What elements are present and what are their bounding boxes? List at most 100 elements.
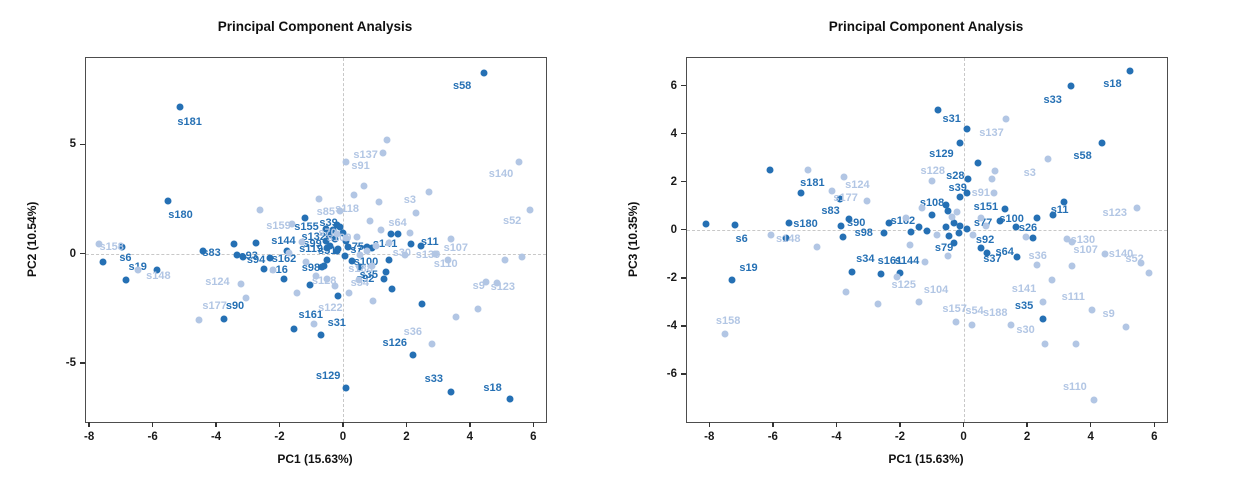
- data-point: [425, 188, 433, 196]
- data-point: [480, 69, 488, 77]
- point-label: s140: [488, 167, 514, 180]
- data-point: [1044, 155, 1052, 163]
- data-point: [323, 275, 331, 283]
- data-point: [915, 298, 923, 306]
- data-point: [387, 230, 395, 238]
- x-axis-tick: [405, 422, 408, 427]
- data-point: [363, 243, 371, 251]
- data-point: [301, 214, 309, 222]
- data-point: [323, 256, 331, 264]
- data-point: [1072, 340, 1080, 348]
- data-point: [342, 384, 350, 392]
- y-axis-tick: [681, 132, 686, 135]
- point-label: s91: [971, 186, 990, 199]
- x-tick-label: -6: [147, 431, 158, 443]
- data-point: [318, 263, 326, 271]
- data-point: [963, 125, 971, 133]
- data-point: [356, 251, 364, 259]
- data-point: [302, 258, 310, 266]
- data-point: [982, 222, 990, 230]
- x-tick-label: 6: [1151, 431, 1158, 443]
- data-point: [945, 232, 953, 240]
- x-tick-label: -6: [767, 431, 778, 443]
- data-point: [355, 276, 363, 284]
- data-point: [942, 201, 950, 209]
- point-label: s180: [168, 209, 193, 222]
- data-point: [1068, 238, 1076, 246]
- data-point: [385, 256, 393, 264]
- point-label: s58: [1073, 150, 1092, 163]
- data-point: [334, 292, 342, 300]
- data-point: [153, 266, 161, 274]
- data-point: [95, 240, 103, 248]
- data-point: [928, 177, 936, 185]
- data-point: [848, 268, 856, 276]
- data-point: [1067, 82, 1075, 90]
- data-point: [1001, 205, 1009, 213]
- data-point: [342, 158, 350, 166]
- data-point: [1088, 306, 1096, 314]
- x-tick-label: 6: [530, 431, 537, 443]
- data-point: [952, 318, 960, 326]
- data-point: [336, 207, 344, 215]
- data-point: [1033, 214, 1041, 222]
- plot-area-right: -8 -6 -4 -2 0 2 4 6 6 4 2 0 -2 -4 -6 s18 s33 s58 s31 s129 s2…: [667, 57, 1168, 443]
- data-point: [950, 239, 958, 247]
- data-point: [406, 229, 414, 237]
- y-tick-label: 6: [670, 79, 677, 92]
- data-point: [953, 208, 961, 216]
- point-label: s11: [1050, 204, 1069, 217]
- data-point: [368, 262, 376, 270]
- point-label: s37: [983, 252, 1002, 265]
- data-point: [933, 231, 941, 239]
- data-point: [418, 300, 426, 308]
- data-point: [1133, 204, 1141, 212]
- data-point: [1029, 234, 1037, 242]
- data-point: [239, 253, 247, 261]
- point-label: s64: [995, 246, 1014, 259]
- y-axis-tick: [681, 84, 686, 87]
- y-tick-label: -5: [65, 356, 76, 369]
- point-label: s31: [942, 112, 961, 125]
- data-point: [877, 270, 885, 278]
- point-label: s30: [1016, 323, 1035, 336]
- point-label: s35: [1014, 299, 1034, 312]
- y-tick-label: 0: [670, 223, 677, 236]
- data-point: [237, 280, 245, 288]
- data-point: [195, 316, 203, 324]
- x-axis-tick: [469, 422, 471, 427]
- data-point: [515, 158, 523, 166]
- data-point: [306, 281, 314, 289]
- y-tick-label: -6: [666, 367, 677, 380]
- data-point: [918, 204, 926, 212]
- point-label: s33: [424, 373, 443, 386]
- point-label: s123: [1102, 207, 1128, 220]
- data-point: [336, 223, 344, 231]
- data-point: [948, 213, 956, 221]
- point-label: s140: [1108, 247, 1134, 260]
- data-point: [785, 219, 793, 227]
- data-point: [968, 321, 975, 329]
- data-point: [956, 222, 964, 230]
- point-label: s6: [735, 232, 748, 245]
- point-label: s108: [919, 196, 945, 209]
- data-point: [1002, 115, 1010, 123]
- data-point: [977, 214, 985, 222]
- data-point: [322, 237, 330, 245]
- y-axis-tick: [681, 229, 686, 231]
- x-axis-tick: [1026, 422, 1028, 427]
- data-point: [366, 217, 374, 225]
- data-point: [928, 211, 936, 219]
- data-point: [339, 229, 347, 237]
- data-point: [345, 289, 353, 297]
- x-tick-label: -4: [831, 431, 842, 443]
- point-label: s35: [359, 269, 378, 282]
- point-label: s161: [877, 255, 903, 268]
- point-label: s11: [420, 236, 439, 248]
- data-point: [506, 395, 514, 403]
- point-label: s28: [946, 170, 965, 183]
- point-label: s52: [1125, 253, 1144, 266]
- data-point: [934, 106, 942, 114]
- data-point: [353, 233, 361, 241]
- plot-title-right: Principal Component Analysis: [828, 19, 1024, 34]
